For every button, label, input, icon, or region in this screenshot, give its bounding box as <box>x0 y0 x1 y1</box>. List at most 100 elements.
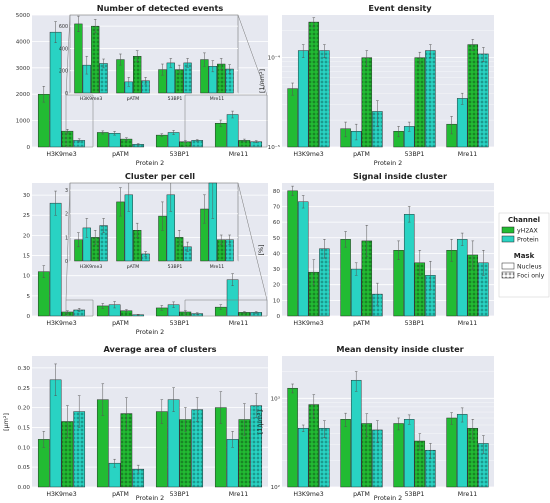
error-bar <box>429 44 432 58</box>
error-bar <box>203 194 206 224</box>
x-tick-label: pATM <box>353 151 370 158</box>
bar-53bp1-protein-nucleus <box>167 399 180 488</box>
bar-h3k9me3-yh2ax-foci-only <box>61 130 74 148</box>
y-tick-label: 0.10 <box>18 445 31 451</box>
y-tick-label: 5 <box>26 294 30 300</box>
bar-patm-yh2ax-nucleus <box>96 132 109 148</box>
bar-h3k9me3-yh2ax-nucleus <box>287 387 298 488</box>
error-bar <box>93 19 97 34</box>
y-tick-label: 10³ <box>271 395 280 402</box>
error-bar <box>77 232 80 248</box>
error-bar <box>344 412 347 427</box>
legend-mask-title: Mask <box>514 252 535 260</box>
x-axis-label: Protein 2 <box>374 494 403 502</box>
error-bar <box>66 129 69 134</box>
bars <box>37 190 263 317</box>
y-tick-label: 40 <box>273 251 281 257</box>
bar-mre11-protein-nucleus <box>226 114 239 148</box>
error-bar <box>291 383 294 394</box>
bar-mre11-yh2ax-nucleus <box>214 123 227 148</box>
error-bar <box>160 399 164 424</box>
y-ticks: 10² 10³ <box>271 395 280 491</box>
error-bar <box>344 231 347 248</box>
error-bar <box>42 265 46 278</box>
error-bar <box>365 50 369 67</box>
y-tick-label: 0 <box>65 91 68 97</box>
error-bar <box>376 282 379 306</box>
x-ticks: H3K9me3 pATM 53BP1 Mre11 <box>46 491 248 498</box>
error-bar <box>482 250 485 276</box>
y-tick-label: 0.15 <box>18 425 31 431</box>
y-tick-label: 4000 <box>16 39 31 45</box>
error-bar <box>429 443 432 459</box>
bar-53bp1-yh2ax-nucleus <box>155 134 168 148</box>
y-axis-label: [µm²] <box>2 413 10 431</box>
x-tick-label: pATM <box>127 264 140 270</box>
x-tick-label: 53BP1 <box>168 264 183 270</box>
error-bar <box>376 420 379 443</box>
error-bar <box>160 133 164 137</box>
x-tick-label: 53BP1 <box>405 320 425 327</box>
error-bar <box>136 464 140 474</box>
y-tick-label: 200 <box>59 69 68 75</box>
error-bar <box>177 64 181 75</box>
error-bar <box>161 63 164 76</box>
y-ticks: 0 5 10 15 20 25 30 <box>23 193 31 320</box>
error-bar <box>231 431 234 448</box>
error-bar <box>397 417 400 431</box>
bar-h3k9me3-yh2ax-nucleus <box>74 23 83 94</box>
y-tick-label: 10⁻⁵ <box>268 144 280 151</box>
bar-53bp1-protein-nucleus <box>403 419 415 488</box>
error-bar <box>219 58 223 70</box>
y-tick-label: 10⁻⁴ <box>268 55 281 62</box>
x-ticks: H3K9me3 pATM 53BP1 Mre11 <box>293 320 477 327</box>
error-bar <box>184 407 187 432</box>
error-bar <box>429 260 432 290</box>
zoom-region-1 <box>65 299 94 317</box>
inset-x-ticks: H3K9me3 pATM 53BP1 Mre11 <box>80 264 225 270</box>
bars <box>37 363 263 488</box>
error-bar <box>323 420 326 438</box>
y-ticks: 0 10 20 30 40 50 60 70 80 <box>273 189 281 320</box>
error-bar <box>407 414 411 425</box>
error-bar <box>127 77 131 87</box>
x-tick-label: H3K9me3 <box>46 491 76 498</box>
y-tick-label: 3000 <box>16 66 31 72</box>
x-tick-label: pATM <box>353 320 370 327</box>
error-bar <box>66 405 69 438</box>
error-bar <box>195 139 199 142</box>
panel-title: Event density <box>368 3 432 13</box>
bar-53bp1-yh2ax-nucleus <box>393 423 404 488</box>
panel-event-density: Event density 10⁻⁵ 10⁻⁴ H3K9me3 pATM 53BP1 M… <box>258 3 494 167</box>
zoom-line <box>237 14 268 96</box>
error-bar <box>42 431 46 448</box>
inset-zoom: 0 200 400 600 H3K9me3 pATM 53BP1 Mre11 <box>59 14 268 148</box>
error-bar <box>211 60 215 73</box>
bar-mre11-yh2ax-nucleus <box>446 417 457 488</box>
bars <box>37 21 263 148</box>
y-tick-label: 0 <box>276 314 280 320</box>
error-bar <box>54 21 57 43</box>
error-bar <box>172 301 175 308</box>
error-bar <box>77 138 81 143</box>
bar-h3k9me3-protein-nucleus <box>49 202 62 317</box>
error-bar <box>312 259 316 285</box>
y-tick-label: 25 <box>23 213 31 219</box>
y-axis-label: [1/µm²] <box>256 410 264 434</box>
error-bar <box>418 433 422 451</box>
error-bar <box>460 232 464 246</box>
y-tick-label: 0.25 <box>18 386 31 392</box>
error-bar <box>344 121 347 138</box>
error-bar <box>77 395 81 428</box>
bar-h3k9me3-protein-nucleus <box>297 427 309 488</box>
error-bar <box>66 310 69 314</box>
x-tick-label: H3K9me3 <box>80 264 103 270</box>
y-axis-label: [1/nm²] <box>258 69 266 93</box>
error-bar <box>101 383 105 416</box>
error-bar <box>203 52 206 67</box>
error-bar <box>144 77 147 85</box>
x-tick-label: 53BP1 <box>170 491 190 498</box>
zoom-region-2 <box>184 94 268 148</box>
y-tick-label: 3 <box>65 188 68 194</box>
